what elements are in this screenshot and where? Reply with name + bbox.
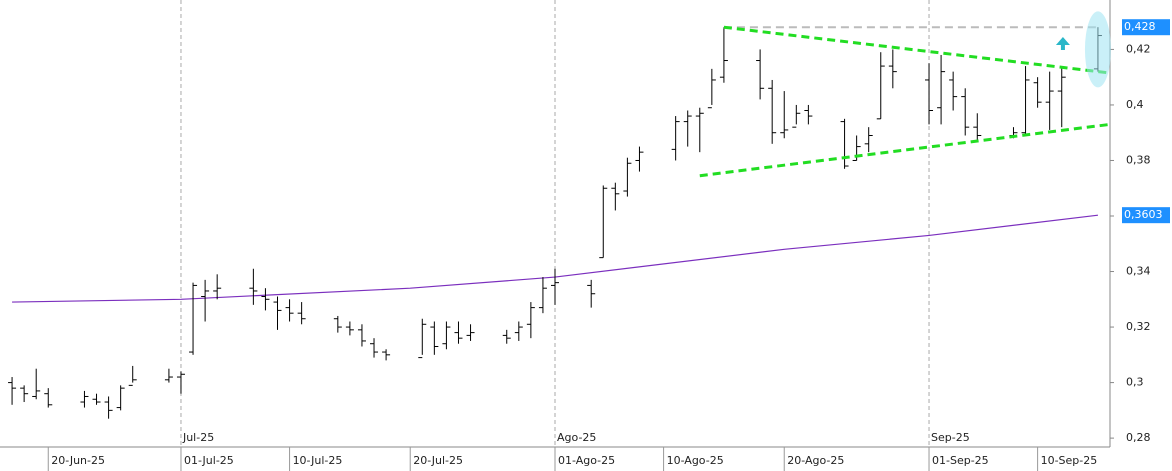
x-tick-label: 10-Jul-25 <box>293 454 343 467</box>
x-tick-label: 01-Sep-25 <box>932 454 989 467</box>
highlight-ellipse <box>1084 11 1111 88</box>
up-arrow <box>1055 37 1070 50</box>
x-tick-label: 10-Sep-25 <box>1041 454 1098 467</box>
x-tick-label: 01-Ago-25 <box>558 454 615 467</box>
price-label: 0,428 <box>1124 20 1156 33</box>
month-label: Sep-25 <box>931 431 970 444</box>
x-tick-label: 20-Jul-25 <box>413 454 463 467</box>
month-label: Jul-25 <box>182 431 214 444</box>
price-label-box <box>1122 19 1170 36</box>
month-label: Ago-25 <box>557 431 596 444</box>
y-tick-label: 0,32 <box>1126 320 1151 333</box>
y-tick-label: 0,34 <box>1126 265 1151 278</box>
x-tick-label: 10-Ago-25 <box>667 454 724 467</box>
y-tick-label: 0,28 <box>1126 431 1151 444</box>
x-tick-label: 01-Jul-25 <box>184 454 234 467</box>
price-label-box <box>1122 207 1170 224</box>
y-tick-label: 0,4 <box>1126 98 1144 111</box>
trend-line <box>699 122 1111 178</box>
price-label: 0,3603 <box>1124 208 1163 221</box>
y-tick-label: 0,3 <box>1126 376 1144 389</box>
x-tick-label: 20-Ago-25 <box>787 454 844 467</box>
y-tick-label: 0,38 <box>1126 153 1151 166</box>
y-tick-label: 0,42 <box>1126 42 1151 55</box>
x-tick-label: 20-Jun-25 <box>51 454 105 467</box>
